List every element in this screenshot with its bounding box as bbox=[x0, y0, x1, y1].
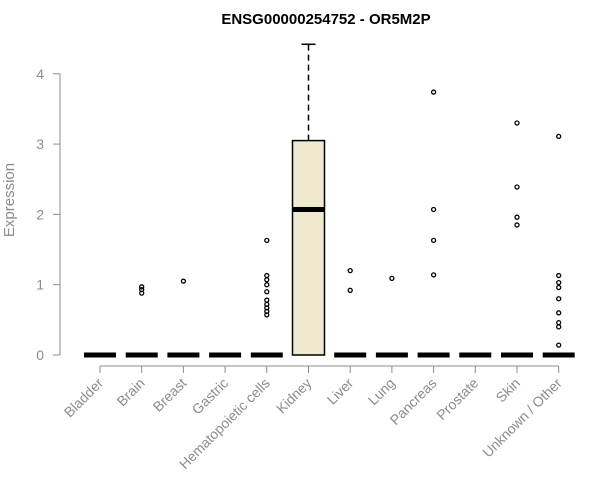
y-axis: 0 1 2 3 4 bbox=[36, 66, 61, 363]
outlier-point bbox=[514, 214, 520, 220]
x-tick-label: Brain bbox=[113, 375, 147, 409]
box-skin bbox=[501, 120, 533, 358]
x-tick-label: Bladder bbox=[61, 375, 107, 421]
outlier-point bbox=[556, 284, 562, 291]
outlier-point bbox=[264, 297, 270, 303]
box-brain bbox=[125, 284, 158, 358]
box-unknown-other bbox=[542, 133, 575, 358]
x-tick-label: Kidney bbox=[273, 375, 315, 417]
outlier-point bbox=[514, 222, 520, 228]
outlier-point bbox=[556, 133, 562, 140]
x-tick-label: Breast bbox=[150, 375, 190, 415]
outlier-point bbox=[430, 272, 437, 278]
outlier-point bbox=[264, 237, 270, 244]
outlier-point bbox=[264, 272, 270, 279]
outlier-point bbox=[347, 267, 353, 274]
outlier-point bbox=[556, 342, 562, 348]
outlier-point bbox=[139, 286, 145, 293]
x-tick-label: Skin bbox=[493, 375, 524, 406]
y-tick-label: 3 bbox=[36, 136, 44, 152]
y-tick-label: 1 bbox=[36, 277, 44, 293]
outlier-point bbox=[556, 320, 562, 326]
outlier-point bbox=[556, 279, 562, 286]
y-tick-label: 4 bbox=[36, 66, 44, 82]
x-tick-label: Lung bbox=[365, 375, 398, 408]
outlier-point bbox=[556, 272, 562, 279]
outlier-point bbox=[389, 275, 395, 282]
x-tick-label: Liver bbox=[324, 375, 357, 408]
outlier-point bbox=[430, 89, 437, 95]
outlier-point bbox=[264, 277, 270, 283]
y-axis-label: Expression bbox=[1, 163, 18, 237]
y-tick-label: 2 bbox=[36, 206, 44, 222]
outlier-point bbox=[430, 237, 437, 244]
x-tick-label: Prostate bbox=[433, 375, 481, 423]
box-breast bbox=[167, 278, 200, 358]
box-rect bbox=[291, 139, 326, 356]
outlier-point bbox=[556, 296, 562, 302]
box-liver bbox=[334, 267, 367, 358]
box-lung bbox=[375, 275, 408, 358]
box-group bbox=[84, 43, 575, 358]
box-pancreas bbox=[417, 89, 450, 358]
box-kidney bbox=[291, 43, 326, 356]
outlier-point bbox=[264, 289, 270, 295]
outlier-point bbox=[556, 310, 562, 316]
x-tick-label: Unknown / Other bbox=[479, 375, 565, 461]
outlier-point bbox=[139, 284, 145, 290]
outlier-point bbox=[264, 301, 270, 308]
outlier-point bbox=[430, 206, 437, 213]
outlier-point bbox=[514, 184, 520, 190]
y-tick-label: 0 bbox=[36, 347, 44, 363]
outlier-point bbox=[347, 287, 353, 293]
chart-title: ENSG00000254752 - OR5M2P bbox=[221, 11, 430, 28]
outlier-point bbox=[514, 120, 520, 126]
outlier-point bbox=[264, 282, 270, 288]
box-hematopoietic-cells bbox=[250, 237, 283, 358]
outlier-point bbox=[180, 278, 187, 284]
outlier-point bbox=[556, 324, 562, 330]
